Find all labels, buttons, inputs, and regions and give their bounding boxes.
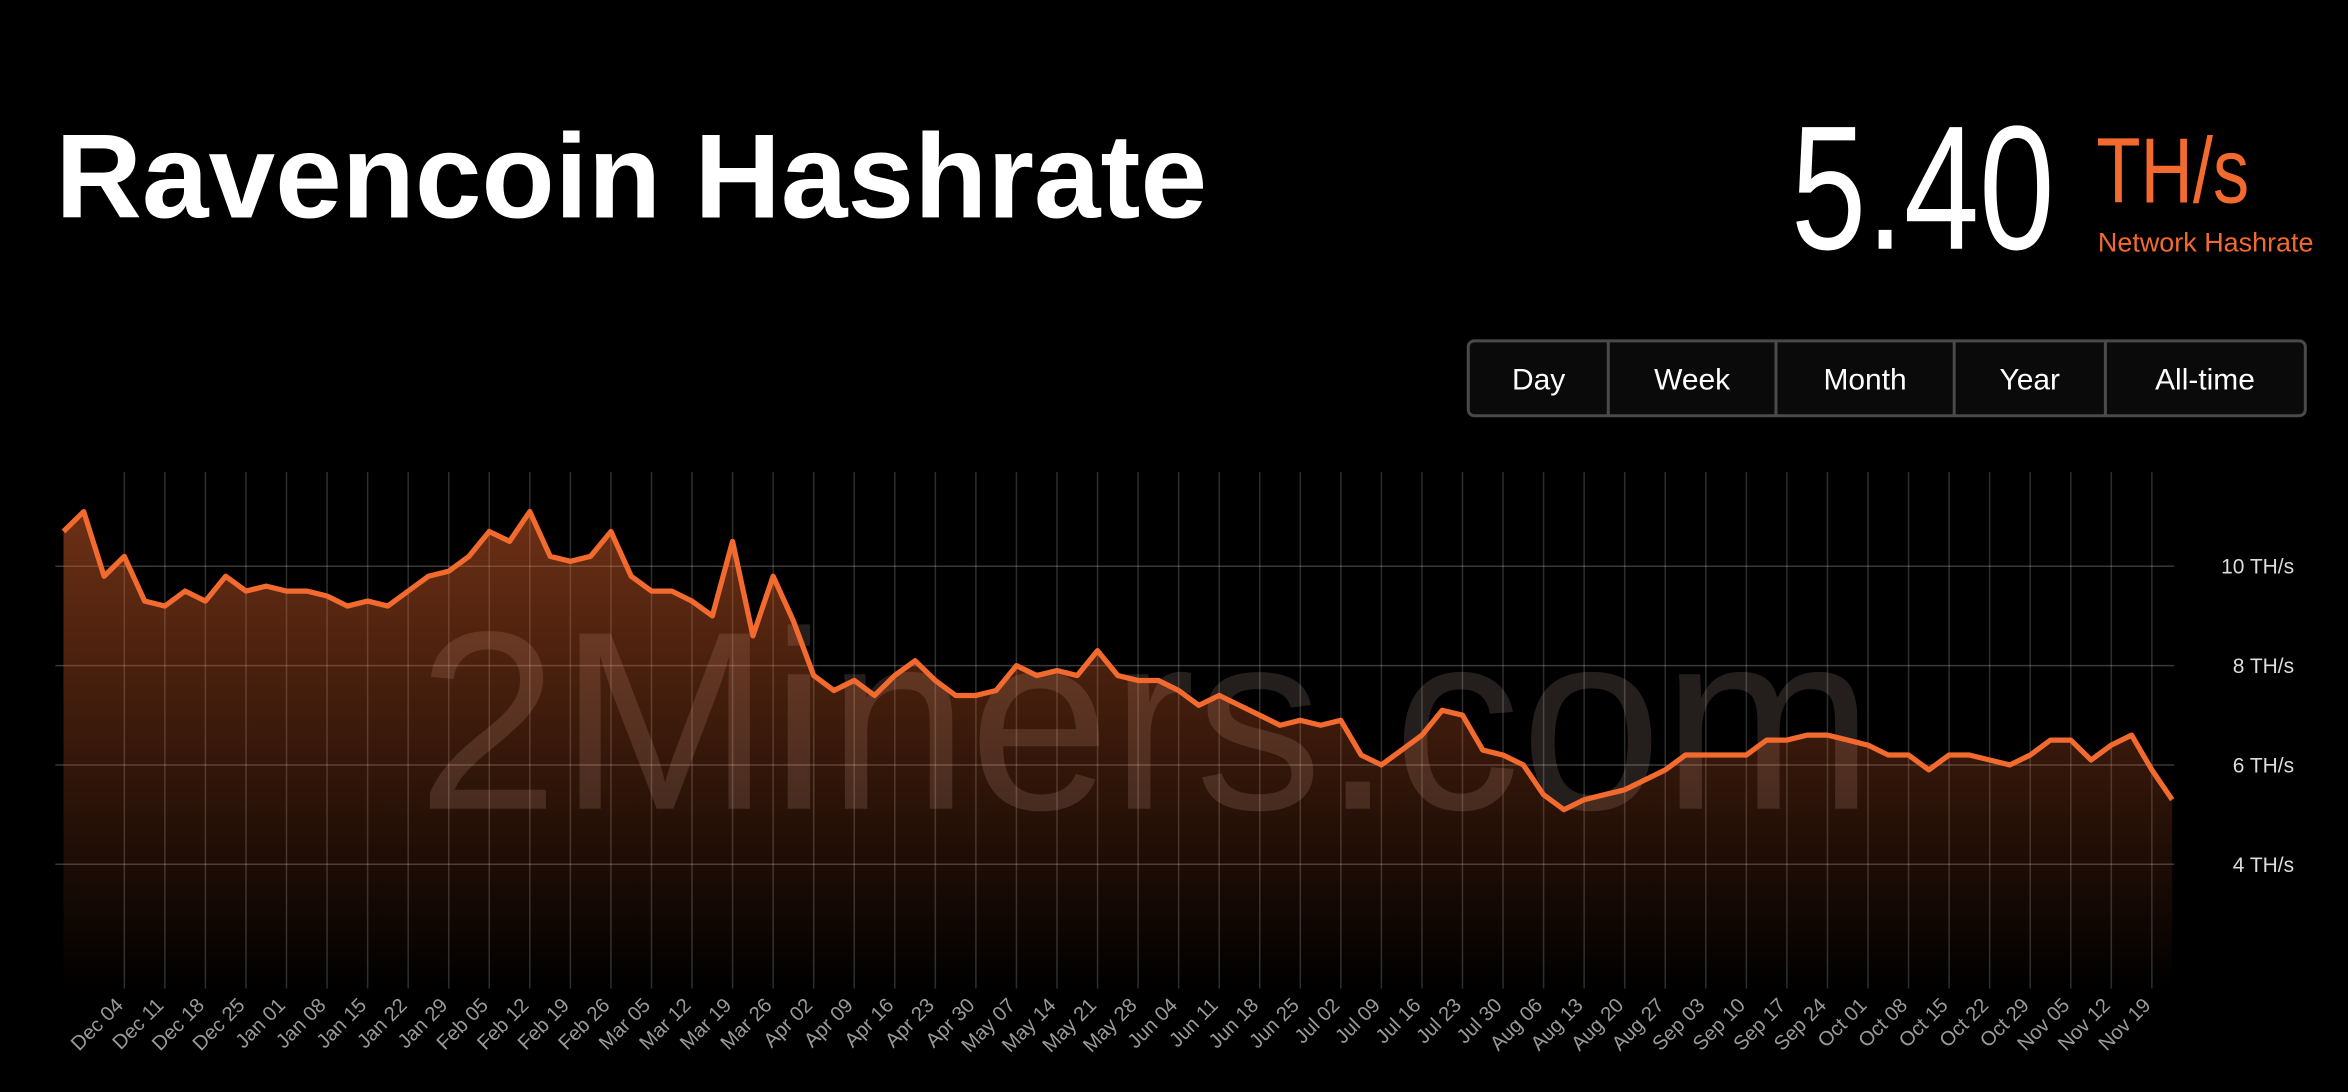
period-button[interactable]: Week <box>1606 341 1776 415</box>
button-label[interactable]: Day <box>1512 364 1565 397</box>
period-button[interactable]: Year <box>1952 341 2105 415</box>
period-button[interactable]: Day <box>1469 342 1608 415</box>
y-tick-label: 6 TH/s <box>2233 754 2294 777</box>
hashrate-line <box>61 508 2175 813</box>
selector-frame <box>1466 339 2307 418</box>
period-selector: Day Week Month Year All-time <box>1466 339 2307 418</box>
hashrate-unit: TH/s <box>2096 118 2249 222</box>
period-button[interactable]: Month <box>1774 341 1954 415</box>
period-button[interactable]: All-time <box>2103 341 2304 415</box>
y-tick-label: 8 TH/s <box>2233 655 2294 678</box>
button-label[interactable]: All-time <box>2155 364 2255 397</box>
y-tick-label: 4 TH/s <box>2233 854 2294 877</box>
page-title: Ravencoin Hashrate <box>55 110 1207 243</box>
area-fill <box>63 511 2173 989</box>
button-label[interactable]: Month <box>1823 364 1906 397</box>
button-label[interactable]: Year <box>2000 364 2061 397</box>
y-tick-label: 10 TH/s <box>2221 556 2294 579</box>
hashrate-value: 5.40 <box>1791 90 2055 287</box>
button-label[interactable]: Week <box>1654 364 1731 397</box>
hashrate-caption: Network Hashrate <box>2098 228 2314 258</box>
